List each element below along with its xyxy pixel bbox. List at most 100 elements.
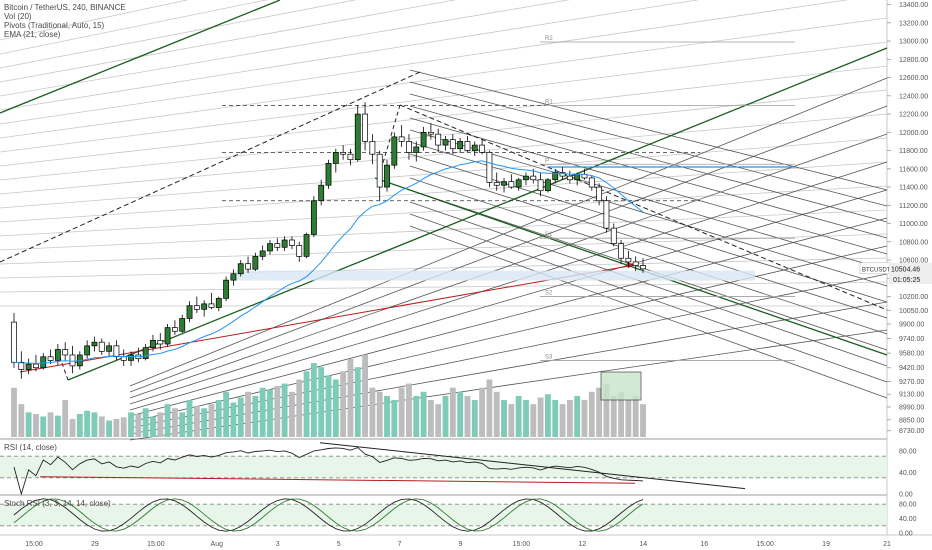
candle	[84, 345, 91, 356]
fan-line	[0, 281, 888, 293]
candle	[120, 356, 127, 361]
fan-line	[0, 65, 888, 167]
volume-bar	[464, 395, 471, 437]
symbol-title[interactable]: Bitcoin / TetherUS, 240, BINANCE	[4, 3, 126, 12]
volume-bar	[340, 371, 347, 437]
price-tick-label: 11400.00	[899, 185, 928, 192]
fan-line	[0, 0, 571, 97]
candle	[179, 318, 186, 332]
candle	[530, 175, 537, 181]
candle	[157, 340, 164, 345]
candle	[91, 341, 98, 347]
volume-bar	[588, 391, 595, 437]
candle	[223, 279, 230, 299]
candle	[479, 144, 486, 153]
candle	[230, 273, 237, 281]
candle	[427, 131, 434, 135]
candle	[625, 257, 632, 263]
study-volume[interactable]: Vol (20)	[4, 12, 32, 21]
study-ema[interactable]: EMA (21, close)	[4, 30, 61, 39]
candle	[193, 305, 200, 310]
price-tick-label: 9900.00	[899, 321, 924, 328]
fan-line	[0, 0, 700, 111]
time-tick-label: Aug	[211, 541, 224, 548]
candle	[537, 179, 544, 192]
candle	[464, 141, 471, 151]
candle	[362, 113, 368, 142]
candle	[435, 133, 442, 146]
candle	[274, 243, 281, 248]
stoch-legend[interactable]: Stoch RSI (3, 3, 14, 14, close)	[4, 499, 111, 508]
time-tick-label: 15:00	[25, 541, 43, 548]
candle	[501, 181, 507, 186]
candle	[164, 327, 171, 345]
time-tick-label: 14	[639, 541, 647, 548]
volume-bar	[457, 391, 464, 437]
time-tick-label: 15:00	[147, 541, 165, 548]
volume-bar	[208, 404, 215, 437]
trend-arrow-head	[627, 262, 635, 268]
price-tick-label: 10200.00	[899, 294, 928, 301]
candle	[25, 363, 32, 370]
fan-line	[129, 77, 888, 387]
price-tick-label: 9420.00	[899, 365, 924, 372]
candle	[252, 256, 259, 270]
candle	[11, 321, 17, 363]
volume-bar	[33, 414, 39, 437]
volume-bar	[157, 412, 164, 437]
volume-bar	[544, 394, 551, 437]
candles	[11, 102, 646, 379]
price-tick-label: 12200.00	[899, 112, 928, 119]
pivot-label-s2: S2	[545, 291, 553, 297]
volume-bar	[552, 400, 559, 437]
volume-bar	[150, 416, 156, 437]
volume-bar	[47, 412, 54, 437]
fan-line	[409, 225, 888, 399]
candle	[237, 263, 244, 275]
volume-bar	[523, 400, 529, 437]
fan-line	[409, 117, 888, 255]
pivot-label-p: P	[545, 158, 549, 164]
candle	[128, 354, 134, 361]
volume-bar	[479, 387, 486, 437]
fan-line	[0, 233, 888, 265]
volume-bar	[230, 402, 237, 437]
volume-bar	[318, 367, 325, 437]
volume-bar	[69, 418, 76, 437]
volume-bar	[11, 387, 17, 437]
fan-line	[129, 133, 888, 399]
volume-bar	[40, 416, 47, 437]
candle	[406, 141, 412, 153]
countdown-label: 01:05:25	[893, 277, 920, 284]
fan-line	[0, 257, 888, 279]
candle	[559, 172, 566, 177]
candle	[171, 327, 178, 332]
volume-bar	[142, 408, 149, 437]
stoch-tick-label: 0.00	[899, 531, 913, 538]
candle	[566, 175, 573, 181]
study-pivots[interactable]: Pivots (Traditional, Auto, 15)	[4, 21, 105, 30]
stoch-band	[0, 504, 887, 526]
rsi-legend[interactable]: RSI (14, close)	[4, 443, 57, 452]
price-tick-label: 10600.00	[899, 258, 928, 265]
volume-bar	[274, 386, 281, 437]
candle	[33, 363, 39, 369]
candle	[369, 141, 376, 155]
fan-line	[129, 245, 888, 423]
volume-bar	[471, 400, 478, 437]
volume-bar	[376, 391, 383, 437]
stoch-title: Stoch RSI (3, 3, 14, 14, close)	[4, 499, 111, 508]
candle	[347, 153, 354, 161]
candle	[18, 361, 25, 370]
candle	[142, 347, 149, 359]
volume-bar	[537, 397, 544, 437]
candle	[398, 136, 405, 142]
candle	[325, 162, 332, 186]
candle	[493, 182, 500, 186]
volume-bar	[201, 408, 208, 437]
candle	[245, 263, 251, 270]
volume-bar	[515, 395, 522, 437]
volume-bar	[223, 391, 230, 437]
